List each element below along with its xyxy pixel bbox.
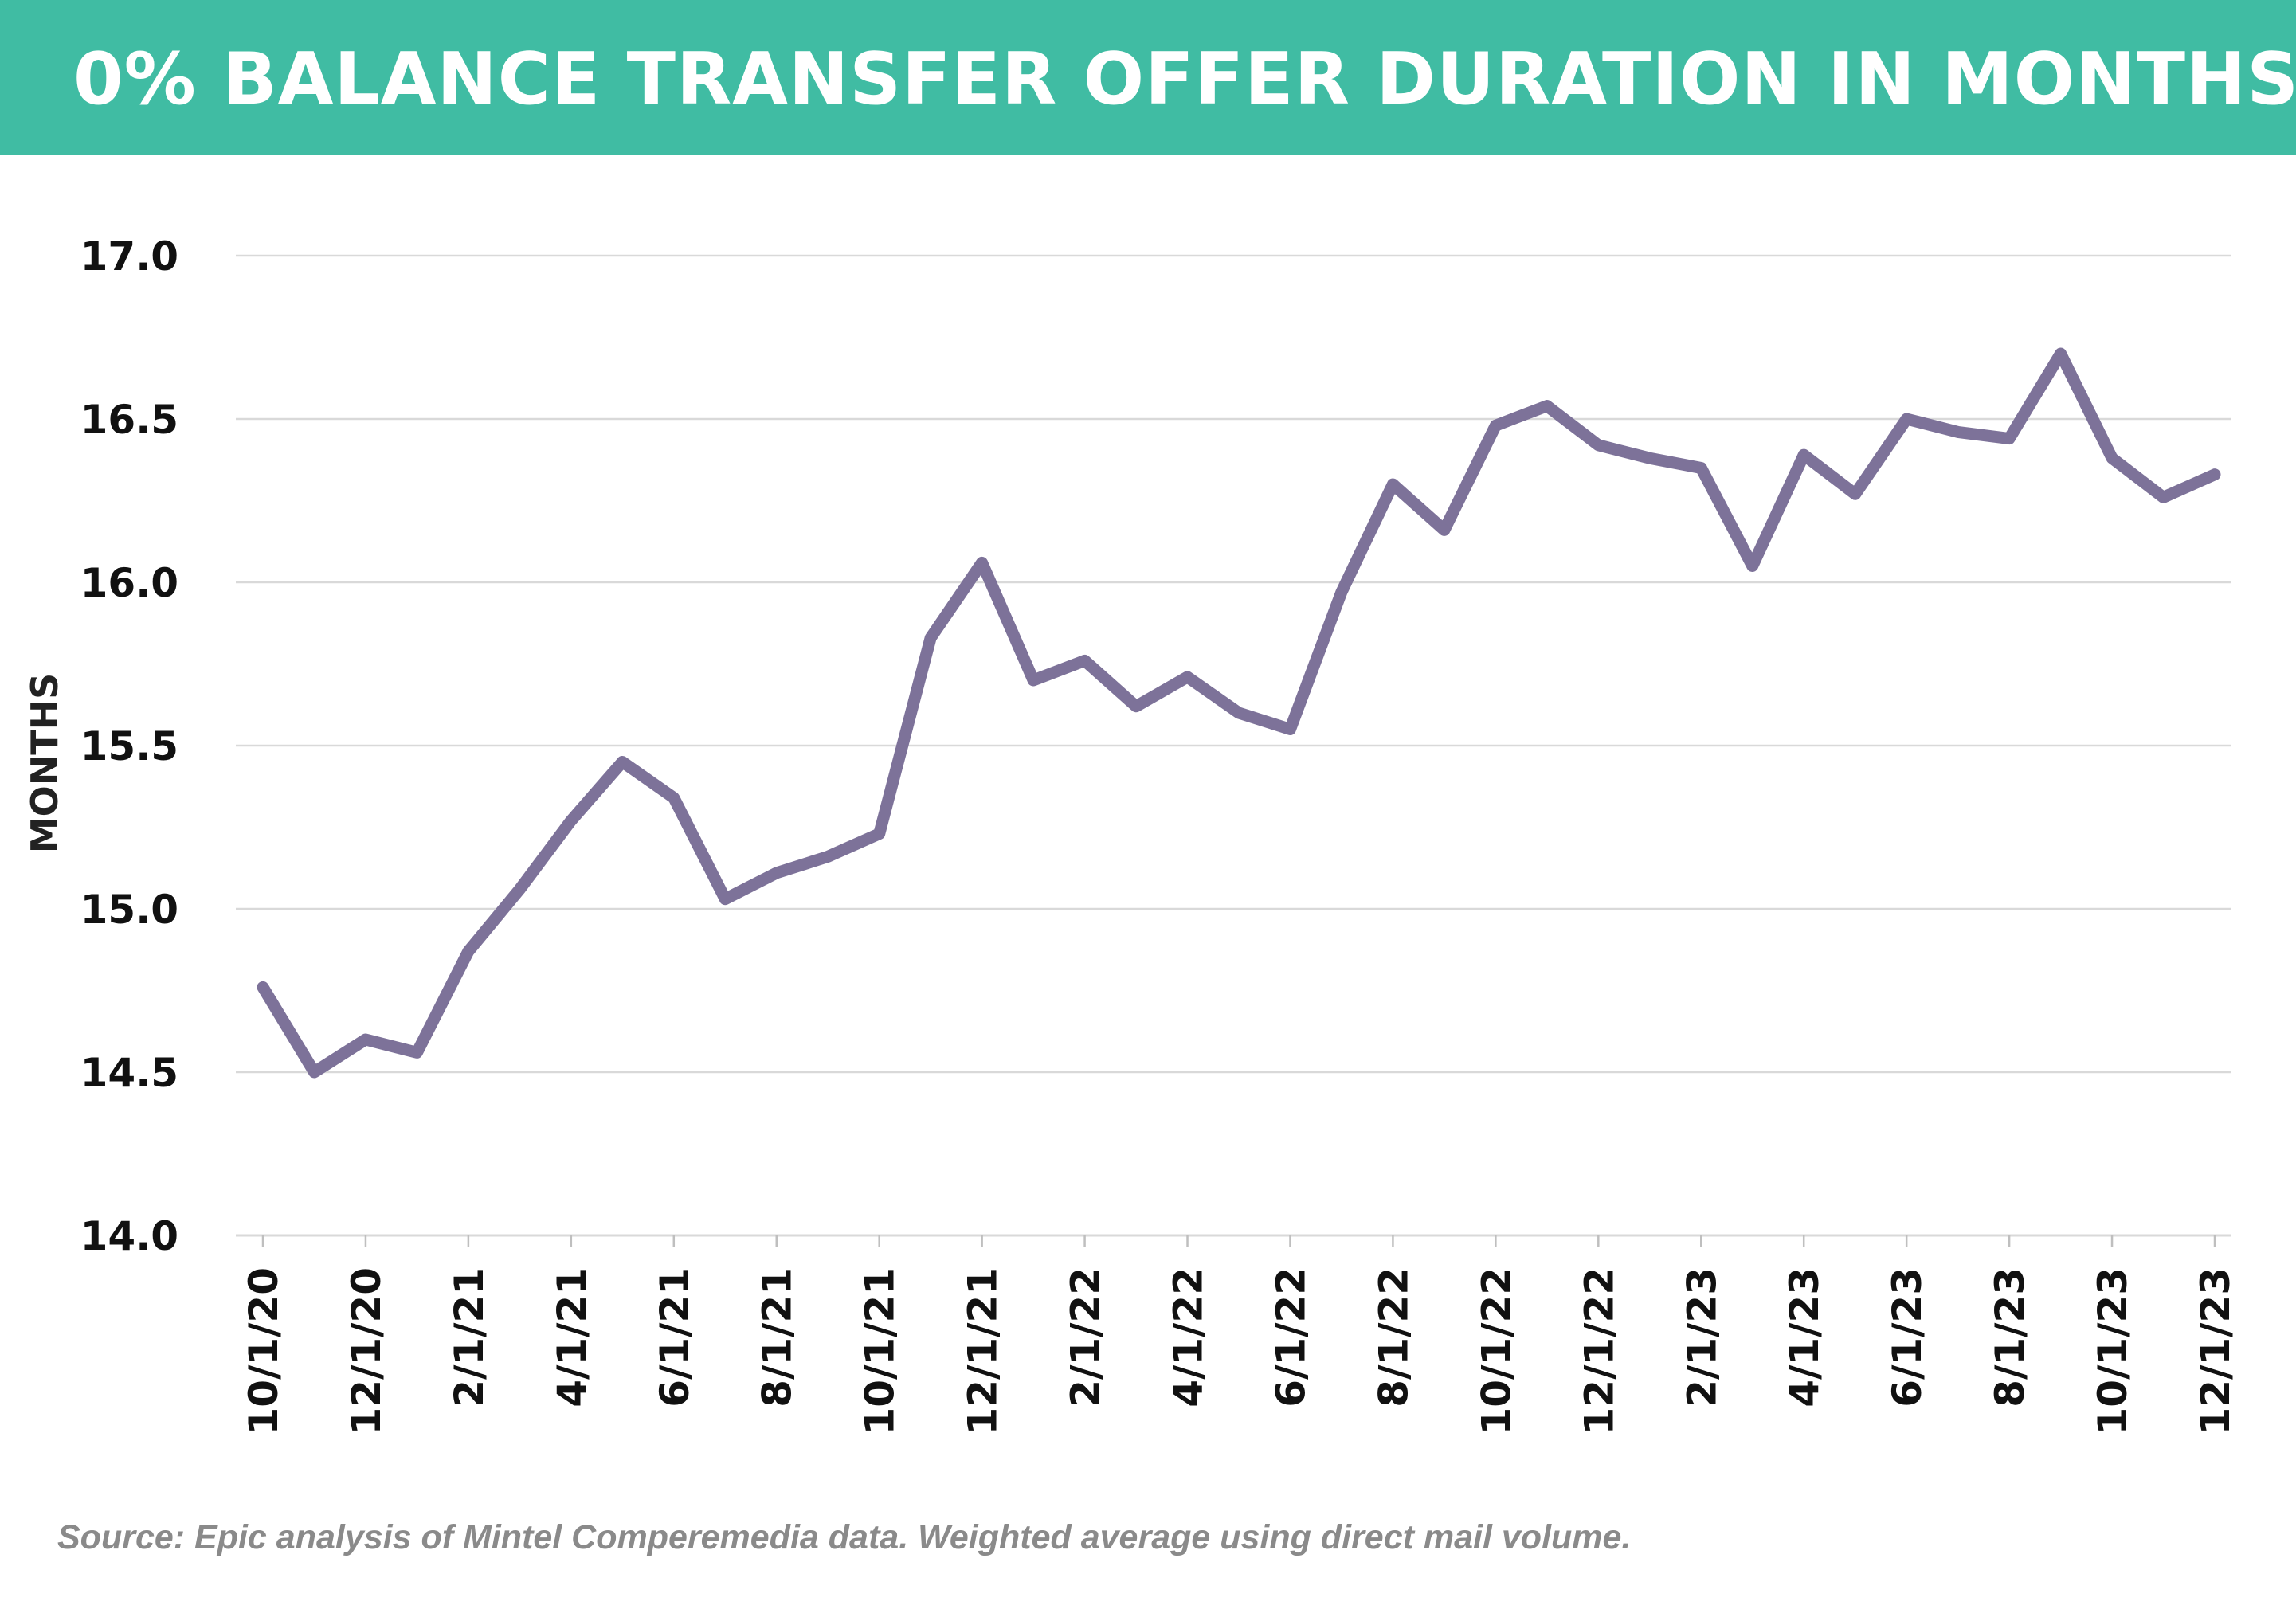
data-point [1746, 560, 1758, 572]
data-point [359, 1034, 371, 1045]
data-point [1644, 452, 1655, 464]
y-tick-label: 17.0 [80, 233, 178, 280]
data-point [617, 756, 629, 768]
x-tick-label: 2/1/22 [1063, 1267, 1109, 1408]
data-point [514, 883, 526, 895]
y-tick-label: 16.0 [80, 560, 178, 606]
y-tick-label: 16.5 [80, 397, 178, 443]
title-bar: 0% BALANCE TRANSFER OFFER DURATION IN MO… [0, 0, 2296, 155]
data-point [2209, 468, 2220, 480]
data-point [1079, 655, 1091, 667]
data-point [1541, 400, 1553, 412]
x-tick-label: 12/1/20 [343, 1267, 390, 1435]
data-point [308, 1067, 320, 1078]
x-tick-label: 4/1/23 [1781, 1267, 1828, 1408]
data-point [770, 867, 782, 879]
x-tick-label: 8/1/22 [1370, 1267, 1416, 1408]
series-layer [257, 347, 2221, 1079]
data-point [2157, 491, 2169, 503]
data-point [1438, 524, 1450, 536]
x-tick-label: 6/1/23 [1884, 1267, 1930, 1408]
data-point [1387, 479, 1399, 490]
y-tick-label: 15.5 [80, 723, 178, 769]
data-point [1284, 723, 1296, 735]
x-tick-label: 8/1/21 [754, 1267, 801, 1408]
x-tick-label: 10/1/23 [2090, 1267, 2136, 1435]
x-tick-label: 2/1/21 [446, 1267, 492, 1408]
data-point [925, 632, 937, 644]
data-point [1798, 449, 1810, 461]
y-tick-label: 14.5 [80, 1050, 178, 1096]
data-point [1695, 462, 1707, 474]
data-point [822, 851, 834, 863]
x-tick-label: 10/1/20 [241, 1267, 287, 1435]
data-point [257, 981, 268, 993]
data-point [1130, 700, 1142, 712]
data-point [873, 828, 885, 840]
source-note: Source: Epic analysis of Mintel Comperem… [57, 1518, 1632, 1556]
y-axis-ticks: 14.0 14.5 15.0 15.5 16.0 16.5 17.0 [80, 233, 178, 1259]
data-point [1181, 671, 1193, 683]
x-tick-label: 8/1/23 [1987, 1267, 2033, 1408]
y-axis-label: MONTHS [23, 673, 66, 853]
chart-title: 0% BALANCE TRANSFER OFFER DURATION IN MO… [73, 37, 2296, 121]
data-point [1028, 675, 1040, 686]
data-point [1233, 707, 1244, 718]
x-tick-label: 2/1/23 [1679, 1267, 1725, 1408]
data-point [462, 946, 474, 957]
y-tick-label: 14.0 [80, 1213, 178, 1259]
data-point [976, 557, 988, 569]
x-tick-label: 6/1/21 [652, 1267, 698, 1408]
y-tick-label: 15.0 [80, 887, 178, 933]
data-point [1490, 420, 1502, 432]
x-axis-ticks: 10/1/20 12/1/20 2/1/21 4/1/21 6/1/21 8/1/21 10… [241, 1235, 2239, 1435]
data-point [668, 792, 680, 804]
data-point [2004, 433, 2016, 444]
data-point [411, 1047, 423, 1059]
data-point [1901, 413, 1913, 425]
x-tick-label: 4/1/22 [1166, 1267, 1212, 1408]
x-tick-label: 10/1/22 [1473, 1267, 1519, 1435]
data-point [2055, 348, 2067, 359]
data-point [565, 815, 577, 827]
x-tick-label: 12/1/22 [1576, 1267, 1622, 1435]
data-point [1593, 439, 1604, 451]
data-point [1335, 586, 1347, 598]
x-tick-label: 4/1/21 [549, 1267, 595, 1408]
x-tick-label: 12/1/21 [960, 1267, 1006, 1435]
x-tick-label: 12/1/23 [2192, 1267, 2239, 1435]
x-tick-label: 6/1/22 [1268, 1267, 1314, 1408]
gridlines [236, 254, 2231, 1237]
data-point [1952, 426, 1964, 438]
data-point [719, 893, 731, 905]
data-point [2106, 452, 2118, 464]
x-tick-label: 10/1/21 [857, 1267, 903, 1435]
data-point [1849, 488, 1861, 500]
